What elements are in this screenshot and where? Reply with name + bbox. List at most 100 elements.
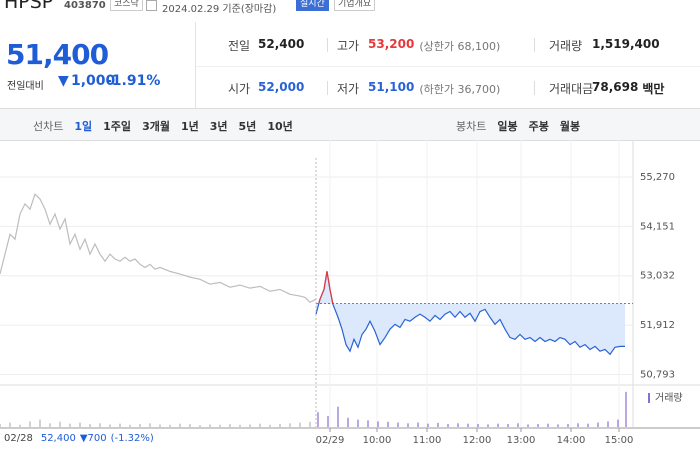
period-tab[interactable]: 1주일 — [103, 120, 132, 133]
stat-value: 1,519,400 — [592, 37, 660, 51]
divider — [327, 81, 328, 95]
volume-bar — [537, 424, 539, 427]
stat-label: 고가 — [337, 39, 360, 53]
volume-bar — [547, 423, 549, 427]
x-tick-label: 15:00 — [605, 435, 634, 446]
volume-bar — [347, 417, 349, 427]
period-tab[interactable]: 3년 — [209, 120, 228, 133]
volume-bar — [269, 424, 271, 427]
change-arrow: ▼ — [58, 73, 69, 89]
stat-value: 52,000 — [258, 80, 305, 94]
change-pct: -1.91% — [106, 73, 161, 89]
x-tick-label: 02/29 — [316, 435, 345, 446]
volume-bar — [437, 422, 439, 427]
volume-bar — [417, 422, 419, 427]
volume-bar — [367, 420, 369, 427]
volume-bar — [377, 421, 379, 427]
stat-note: (하한가 36,700) — [419, 83, 501, 96]
stat-label: 저가 — [337, 82, 360, 96]
volume-bar — [467, 423, 469, 427]
y-tick-label: 54,151 — [640, 221, 675, 232]
volume-bar — [317, 412, 319, 427]
volume-bar — [577, 423, 579, 427]
volume-bar — [487, 424, 489, 427]
volume-bar — [39, 419, 41, 427]
volume-bar — [79, 422, 81, 427]
volume-bar — [567, 424, 569, 427]
y-tick-label: 51,912 — [640, 320, 675, 331]
volume-bar — [477, 424, 479, 427]
volume-bar — [327, 415, 329, 427]
volume-bar — [407, 423, 409, 427]
stat-value: 52,400 — [258, 37, 305, 51]
volume-bar — [337, 406, 339, 427]
period-tab[interactable]: 3개월 — [142, 120, 170, 133]
period-tab[interactable]: 1일 — [74, 120, 93, 133]
stat-value: 53,200 — [368, 37, 415, 51]
footer-info: ▼700 — [79, 433, 107, 444]
volume-bar — [299, 422, 301, 427]
date: 2024.02.29 기준(장마감) — [162, 4, 277, 15]
volume-bar — [625, 391, 627, 427]
company-info-button[interactable]: 기업개요 — [334, 0, 376, 11]
area-fill — [316, 271, 625, 355]
stat-label: 전일 — [228, 39, 251, 53]
market-badge: 코스닥 — [110, 0, 143, 11]
volume-bar — [0, 424, 1, 427]
volume-bar — [29, 421, 31, 427]
volume-bar — [427, 423, 429, 427]
volume-bar — [89, 424, 91, 427]
tab-label: 봉차트 — [456, 120, 487, 133]
stat-note: (상한가 68,100) — [419, 40, 501, 53]
volume-bar — [169, 424, 171, 427]
volume-label: 거래량 — [655, 392, 683, 404]
stat-value: 78,698 — [592, 80, 639, 94]
tab-bar — [0, 108, 700, 141]
calendar-icon — [146, 0, 157, 11]
volume-bar — [357, 419, 359, 427]
candle-tab[interactable]: 월봉 — [559, 120, 581, 133]
volume-bar — [209, 424, 211, 427]
volume-bar — [159, 424, 161, 427]
divider — [327, 38, 328, 52]
period-tab[interactable]: 1년 — [180, 120, 199, 133]
volume-bar — [279, 424, 281, 427]
volume-bar — [527, 424, 529, 427]
volume-bar — [289, 423, 291, 427]
stat-unit: 백만 — [642, 82, 665, 96]
stat-label: 거래대금 — [549, 82, 594, 96]
volume-bar — [557, 424, 559, 427]
stock-code: 403870 — [64, 0, 106, 11]
divider — [195, 22, 196, 108]
stat-value: 51,100 — [368, 80, 415, 94]
x-tick-label: 13:00 — [507, 435, 536, 446]
volume-bar — [179, 423, 181, 427]
volume-bar — [139, 424, 141, 427]
volume-bar — [497, 423, 499, 427]
volume-bar — [59, 421, 61, 427]
tab-label: 선차트 — [33, 120, 64, 133]
footer-info: 52,400 — [40, 433, 76, 444]
volume-bar — [397, 422, 399, 427]
x-tick-label: 11:00 — [413, 435, 442, 446]
x-tick-label: 10:00 — [363, 435, 392, 446]
period-tab[interactable]: 5년 — [238, 120, 257, 133]
stat-label: 거래량 — [549, 39, 583, 53]
volume-legend-icon — [648, 393, 650, 403]
footer-info: 02/28 — [4, 433, 33, 444]
volume-bar — [457, 423, 459, 427]
candle-tab[interactable]: 일봉 — [497, 120, 518, 133]
period-tab[interactable]: 10년 — [267, 120, 293, 133]
candle-tab[interactable]: 주봉 — [528, 120, 549, 133]
price-line — [0, 193, 317, 303]
realtime-button[interactable]: 실시간 — [296, 0, 329, 11]
price: 51,400 — [6, 38, 109, 71]
volume-bar — [507, 424, 509, 427]
volume-bar — [99, 423, 101, 427]
volume-bar — [109, 424, 111, 427]
volume-bar — [69, 423, 71, 427]
y-tick-label: 50,793 — [640, 369, 675, 380]
volume-bar — [19, 424, 21, 427]
